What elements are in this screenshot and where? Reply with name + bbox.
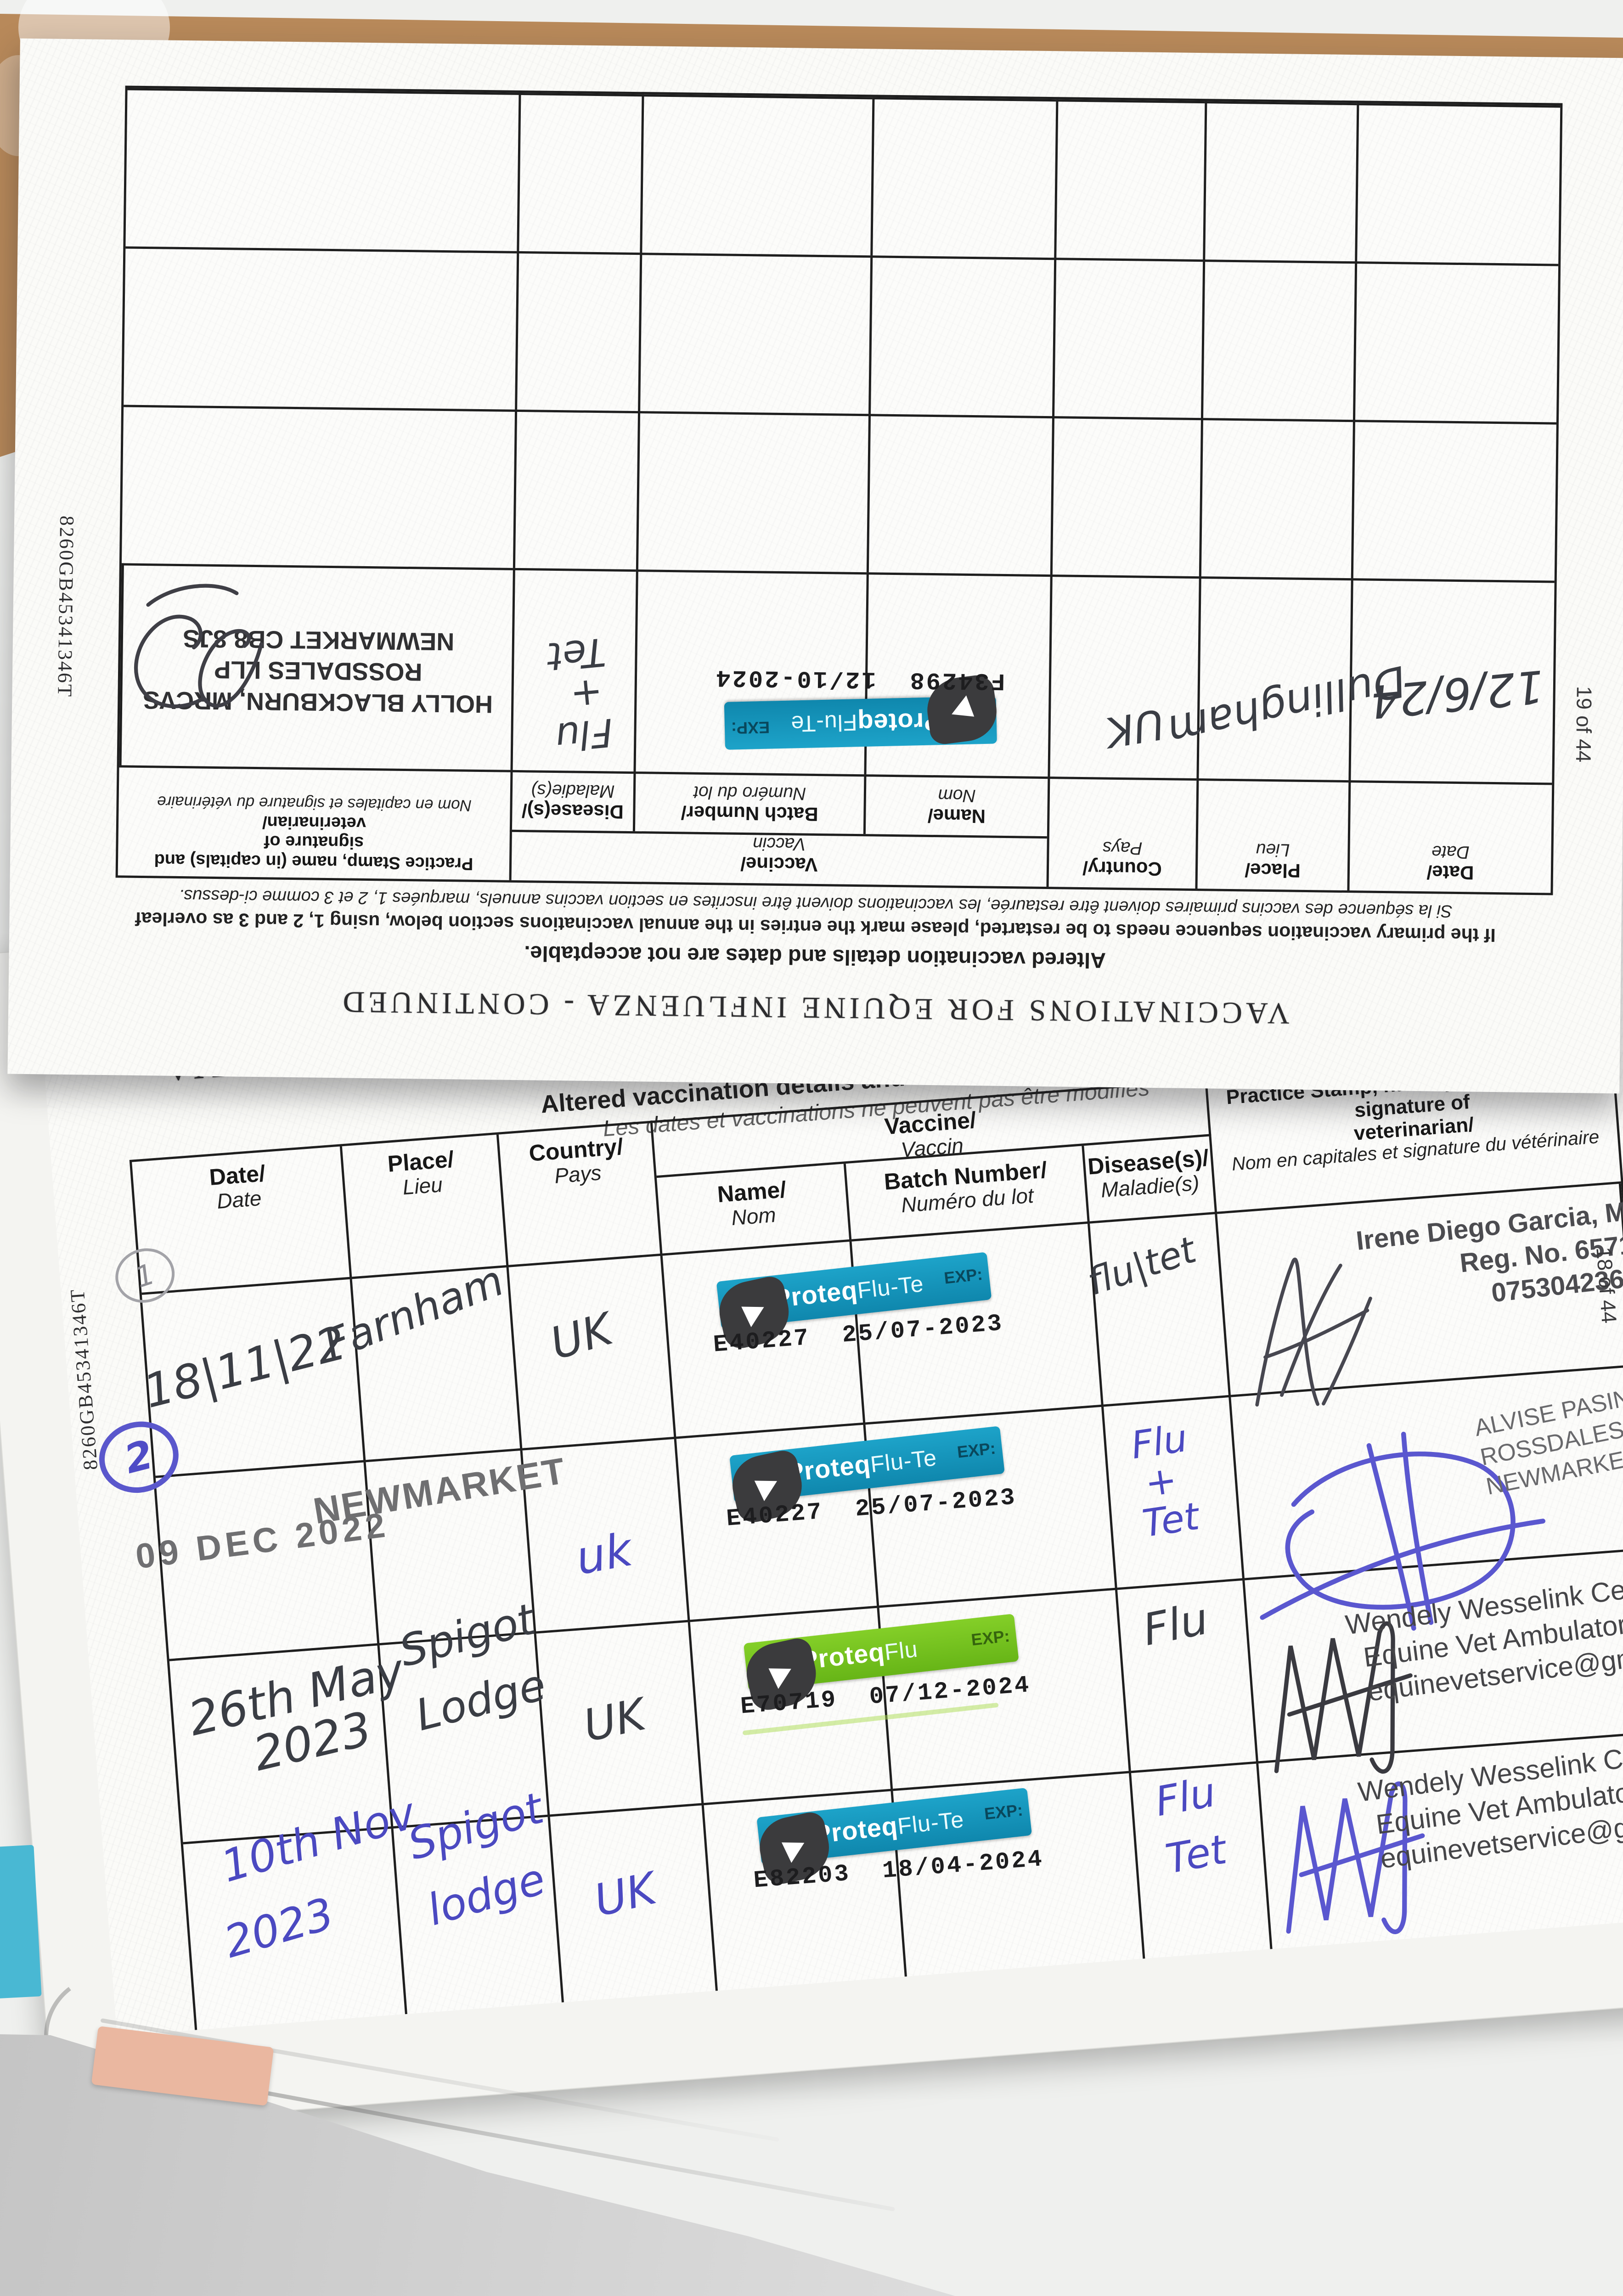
header-name: Name/Nom: [656, 1164, 852, 1256]
table-row: 18|11|22 Farnham UK flu|tet Irene Diego …: [138, 1180, 1623, 1478]
page-19: VACCINATIONS FOR EQUINE INFLUENZA - CONT…: [7, 38, 1623, 1094]
table-row-empty: [125, 88, 1561, 264]
table-row: 10th Nov 2023 Spigot lodge UK Flu Tet: [183, 1719, 1623, 2036]
header-country: Country/Pays: [1046, 777, 1197, 889]
table-row: 26th May 2023 Spigot Lodge UK Flu Wendel…: [169, 1550, 1623, 1845]
header-batch: Batch Number/Numéro du lot: [633, 771, 864, 834]
header-disease: Disease(s)/Maladie(s): [1084, 1136, 1217, 1224]
disease-handwriting: Flu + Tet: [546, 629, 615, 760]
page-18: VACCINATIONS FOR EQUINE INFLUENZA - CONT…: [37, 845, 1623, 2036]
table-row: 09 DEC 2022 NEWMARKET uk Flu + Tet ALVIS…: [134, 1356, 1623, 1661]
date-handwriting: 26th May 2023: [183, 1643, 410, 1782]
table-row-empty: [124, 246, 1559, 422]
batch-number: F34298: [908, 666, 1006, 694]
cell-stamp: HOLLY BLACKBURN, MRCVS ROSSDALES LLP NEW…: [119, 563, 513, 770]
disease-handwriting: Flu + Tet: [1128, 1416, 1202, 1546]
cell-disease: Flu: [1117, 1580, 1259, 1773]
cell-place: Farnham: [317, 1256, 523, 1463]
cell-date: 10th Nov 2023: [183, 1788, 421, 2036]
vet-signature: [1260, 1431, 1546, 1631]
header-country: Country/Pays: [498, 1123, 663, 1267]
cell-stamp: ALVISE PASINATO, MRCVS ROSSDALES LTD NEW…: [1231, 1356, 1623, 1631]
cell-disease: Flu + Tet: [510, 568, 636, 772]
table-row-empty: [122, 405, 1556, 581]
cell-country: UK: [508, 1255, 676, 1451]
table-row: 12/6/24 Dullingham UK Flu + Tet HOLLY BL…: [119, 563, 1555, 783]
cell-country: UK: [536, 1622, 704, 1817]
cell-stamp: Irene Diego Garcia, MRCVS, BVM Reg. No. …: [1217, 1180, 1623, 1407]
header-place: Place/Lieu: [342, 1134, 509, 1279]
table-header: Date/Date Place/Lieu Country/Pays Vaccin…: [118, 765, 1552, 893]
header-name: Name/Nom: [863, 774, 1048, 837]
vaccine-sticker: Lot: ProteqFlu-Te EXP: F3429812/10-2024: [714, 664, 1037, 750]
expiry-date: 12/10-2024: [714, 664, 876, 693]
page-number: 19 of 44: [1571, 686, 1596, 763]
header-vaccine: Vaccine/Vaccin: [509, 829, 1047, 887]
practice-stamp-text: Irene Diego Garcia, MRCVS, BVM Reg. No. …: [1354, 1180, 1623, 1308]
cell-country: UK: [550, 1805, 719, 2014]
cell-country: uk: [522, 1439, 690, 1634]
disease-handwriting: Flu Tet: [1151, 1768, 1230, 1883]
cell-stamp: Wendely Wesselink CertAVP MRCVS Equine V…: [1258, 1719, 1623, 1961]
cell-disease: flu|tet: [1082, 1214, 1231, 1407]
vaccination-table: Date/Date Place/Lieu Country/Pays Vaccin…: [115, 85, 1563, 895]
vet-signature: [134, 584, 263, 709]
security-code: 8260GB45341346T: [53, 515, 79, 698]
cell-place: Spigot lodge: [393, 1784, 565, 2026]
practice-stamp-text: Wendely Wesselink CertAVP MRCVS Equine V…: [1343, 1552, 1623, 1707]
header-practice-stamp: Practice Stamp, name (in capitals) and s…: [118, 765, 511, 880]
vet-signature: [1255, 1257, 1372, 1407]
cell-place: Dullingham: [1163, 576, 1410, 781]
header-disease: Disease(s)/Maladie(s): [509, 770, 634, 832]
vaccination-table: Date/Date Place/Lieu Country/Pays Vaccin…: [129, 1048, 1623, 2036]
header-place: Place/Lieu: [1195, 778, 1349, 891]
cell-disease: Flu Tet: [1131, 1763, 1274, 1970]
cell-country: UK: [1048, 574, 1200, 779]
cell-stamp: Wendely Wesselink CertAVP MRCVS Equine V…: [1245, 1550, 1623, 1774]
header-date: Date/Date: [1347, 780, 1552, 893]
vet-signature: [1286, 1781, 1425, 1934]
page-title: VACCINATIONS FOR EQUINE INFLUENZA - CONT…: [339, 985, 1290, 1030]
vet-signature: [1274, 1621, 1413, 1774]
cell-disease: Flu + Tet: [1104, 1397, 1245, 1590]
